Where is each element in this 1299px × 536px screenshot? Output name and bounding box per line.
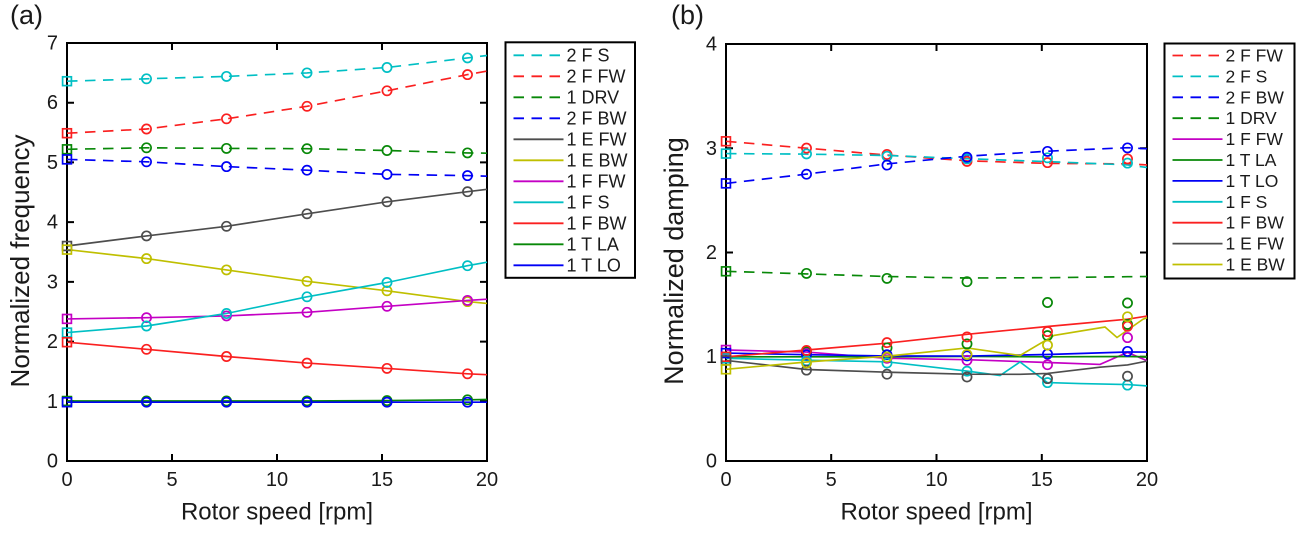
svg-text:1: 1 [47,391,58,413]
svg-text:15: 15 [371,469,393,491]
svg-text:10: 10 [925,469,947,491]
svg-text:2 F FW: 2 F FW [1226,46,1284,66]
svg-text:6: 6 [47,92,58,114]
svg-text:7: 7 [47,33,58,55]
svg-text:15: 15 [1031,469,1053,491]
svg-text:1 E BW: 1 E BW [567,150,628,170]
svg-text:0: 0 [47,451,58,473]
svg-text:1 E BW: 1 E BW [1226,255,1286,275]
svg-text:Rotor speed [rpm]: Rotor speed [rpm] [840,499,1032,526]
svg-text:1 F BW: 1 F BW [1226,213,1285,233]
svg-text:Rotor speed [rpm]: Rotor speed [rpm] [181,499,373,526]
svg-text:20: 20 [476,469,498,491]
svg-text:1 T LA: 1 T LA [567,234,619,254]
svg-text:0: 0 [720,469,731,491]
svg-text:1 F FW: 1 F FW [567,171,626,191]
svg-text:2 F BW: 2 F BW [567,108,627,128]
svg-text:1 F BW: 1 F BW [567,213,627,233]
svg-text:0: 0 [61,469,72,491]
svg-text:5: 5 [166,469,177,491]
svg-text:(a): (a) [10,0,43,30]
svg-text:Normalized damping: Normalized damping [659,137,689,385]
svg-text:1 F FW: 1 F FW [1226,129,1284,149]
svg-text:2: 2 [47,331,58,353]
svg-text:1 F S: 1 F S [1226,192,1268,212]
svg-text:5: 5 [47,152,58,174]
svg-text:1 DRV: 1 DRV [567,87,620,107]
svg-text:1 T LO: 1 T LO [567,255,621,275]
svg-text:2 F FW: 2 F FW [567,66,626,86]
svg-text:2 F BW: 2 F BW [1226,87,1285,107]
svg-text:1: 1 [706,346,717,368]
svg-text:10: 10 [266,469,288,491]
svg-text:1 T LA: 1 T LA [1226,150,1277,170]
svg-text:1 E FW: 1 E FW [1226,234,1285,254]
svg-text:3: 3 [47,271,58,293]
svg-text:4: 4 [706,34,717,56]
svg-text:1 DRV: 1 DRV [1226,108,1278,128]
svg-text:2 F S: 2 F S [567,45,610,65]
svg-text:20: 20 [1136,469,1158,491]
svg-text:1 E FW: 1 E FW [567,129,627,149]
svg-text:Normalized frequency: Normalized frequency [5,135,35,388]
svg-text:2 F S: 2 F S [1226,66,1268,86]
svg-text:2: 2 [706,242,717,264]
svg-text:1 F S: 1 F S [567,192,610,212]
svg-text:3: 3 [706,138,717,160]
svg-text:(b): (b) [671,0,704,30]
svg-text:5: 5 [826,469,837,491]
svg-text:4: 4 [47,212,58,234]
svg-text:0: 0 [706,451,717,473]
svg-text:1 T LO: 1 T LO [1226,171,1279,191]
